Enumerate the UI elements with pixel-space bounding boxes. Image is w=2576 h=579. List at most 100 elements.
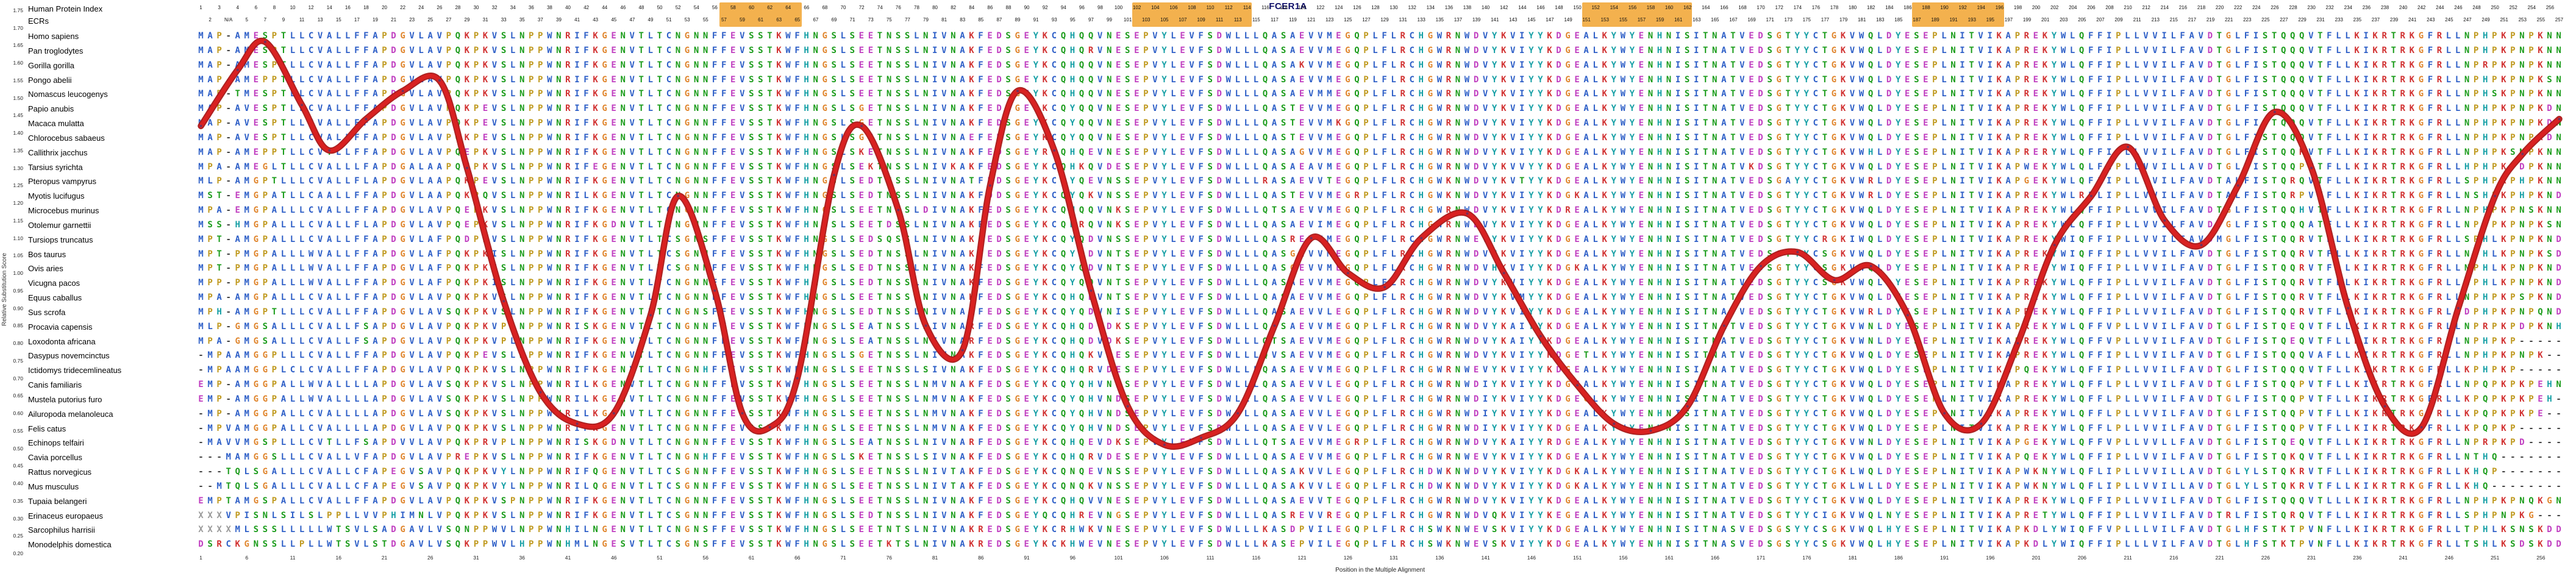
residue: S [1822,249,1828,259]
residue: N [1950,176,1956,186]
residue: Y [1069,132,1076,143]
residue: I [932,263,938,274]
residue: A [427,60,433,70]
residue: I [932,249,938,259]
residue: R [2382,132,2387,143]
residue: Y [1491,278,1497,288]
residue: L [299,74,305,85]
residue: Q [1060,162,1066,172]
residue: T [638,234,644,244]
residue: R [2078,191,2085,201]
residue: L [1941,31,1947,41]
residue: P [2492,132,2497,143]
residue: P [216,89,222,99]
residue: Q [1262,74,1268,85]
residue: T [2271,249,2277,259]
residue: L [1253,219,1259,230]
residue: R [2024,249,2030,259]
residue: T [2216,89,2222,99]
residue: E [1905,74,1910,85]
residue: P [382,249,387,259]
residue: E [1088,176,1094,186]
residue: E [1024,249,1029,259]
residue: W [1436,263,1443,274]
residue: N [1712,219,1718,230]
residue: G [602,263,607,274]
residue: G [1427,147,1433,157]
residue: D [2547,118,2552,128]
residue: T [638,74,644,85]
species-name: Sarcophilus harrisii [28,525,95,535]
residue: S [758,74,763,85]
residue: S [895,31,901,41]
residue: W [2060,191,2066,201]
residue: W [785,234,791,244]
residue: M [198,31,204,41]
position-number: 43 [593,17,599,23]
residue: D [391,176,396,186]
residue: S [904,249,910,259]
residue: E [1134,132,1140,143]
residue: L [1171,278,1176,288]
residue: F [712,89,718,99]
x-axis-tick: 181 [1848,555,1857,561]
residue: P [473,74,479,85]
residue: F [2327,104,2332,114]
residue: Y [2051,263,2057,274]
residue: L [2125,74,2130,85]
residue: K [482,219,488,230]
residue: N [702,45,708,55]
residue: L [2069,176,2075,186]
residue: I [1960,118,1965,128]
residue: G [1831,89,1837,99]
residue: D [1473,45,1479,55]
residue: N [1106,278,1112,288]
residue: F [2097,89,2103,99]
residue: L [913,191,919,201]
residue: I [932,45,938,55]
residue: L [2069,118,2075,128]
residue: L [1877,249,1883,259]
residue: E [1574,104,1580,114]
residue: V [2198,118,2203,128]
residue: T [1730,31,1736,41]
residue: T [280,60,287,70]
position-number: 190 [1940,5,1949,10]
residue: E [1905,104,1910,114]
residue: V [1510,45,1516,55]
residue: P [2510,45,2516,55]
residue: L [2446,60,2452,70]
residue: D [2207,89,2213,99]
residue: C [1813,205,1818,215]
residue: P [2014,162,2021,172]
position-number: 112 [1224,5,1233,10]
residue: E [1749,45,1754,55]
residue: P [2014,219,2021,230]
residue: I [2069,263,2075,274]
position-number: 126 [1353,5,1361,10]
residue: P [2299,191,2305,201]
residue: T [638,249,644,259]
x-axis-tick: 6 [245,555,249,561]
position-number: 145 [1527,17,1536,23]
residue: K [2042,234,2048,244]
residue: D [996,191,1002,201]
residue: - [226,45,231,55]
residue: T [657,263,663,274]
residue: D [1556,104,1561,114]
position-number: 46 [620,5,626,10]
residue: Q [886,234,892,244]
residue: K [2538,104,2543,114]
residue: G [1427,45,1433,55]
residue: L [1235,249,1241,259]
residue: P [1363,162,1369,172]
residue: R [1446,31,1452,41]
residue: L [1253,89,1259,99]
residue: K [2372,132,2378,143]
residue: S [831,249,837,259]
residue: I [2069,249,2075,259]
residue: S [758,234,763,244]
residue: G [1345,176,1350,186]
residue: K [1500,60,1507,70]
residue: V [437,60,442,70]
